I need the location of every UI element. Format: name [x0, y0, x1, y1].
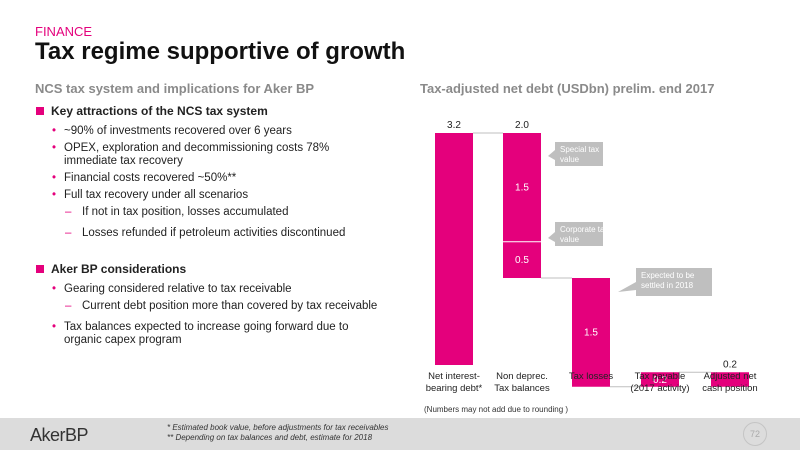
akerbp-logo: AkerBP	[30, 425, 89, 445]
left-subtitle: NCS tax system and implications for Aker…	[35, 81, 315, 96]
annotation-corporate-tax-text: value	[560, 235, 580, 244]
annotation-corporate-tax-box	[555, 222, 603, 246]
footnotes: * Estimated book value, before adjustmen…	[167, 423, 388, 443]
category-label-1: Net interest-	[428, 371, 480, 382]
data-label-tax-payable: 0.2	[653, 375, 667, 386]
annotation-corporate-tax-pointer	[548, 232, 555, 242]
chart-title: Tax-adjusted net debt (USDbn) prelim. en…	[420, 81, 715, 96]
section-kicker: FINANCE	[35, 24, 93, 39]
category-label-3: Tax losses	[569, 371, 614, 382]
category-label-2: Tax balances	[494, 383, 550, 394]
bar-tax-losses	[572, 278, 610, 387]
data-label-adjusted-net-cash: 0.2	[723, 359, 737, 370]
bullet-item: OPEX, exploration and decommissioning co…	[35, 142, 380, 168]
data-label-tax-losses: 1.5	[584, 327, 598, 338]
footnote-2: ** Depending on tax balances and debt, e…	[167, 433, 373, 442]
bar-net-debt	[435, 133, 473, 365]
page-number: 72	[743, 422, 767, 446]
bullet-item: Tax balances expected to increase going …	[35, 321, 380, 347]
sub-bullet-item: Losses refunded if petroleum activities …	[35, 227, 380, 240]
data-label-non-deprec: 2.0	[515, 120, 529, 131]
bar-tax-payable	[641, 372, 679, 387]
bullet-item: Full tax recovery under all scenarios	[35, 189, 380, 202]
category-label-5: Adjusted net	[704, 371, 757, 382]
section-heading-akerbp: Aker BP considerations	[35, 262, 380, 277]
annotation-special-tax-text: value	[560, 155, 580, 164]
bar-special-tax-value	[503, 133, 541, 242]
footnote-1: * Estimated book value, before adjustmen…	[167, 423, 389, 432]
category-label-1: bearing debt*	[426, 383, 483, 394]
annotation-special-tax-pointer	[548, 150, 555, 160]
bullet-item: Gearing considered relative to tax recei…	[35, 283, 380, 296]
annotation-special-tax-box	[555, 142, 603, 166]
category-label-4: Tax payable	[635, 371, 686, 382]
category-label-2: Non deprec.	[496, 371, 548, 382]
annotation-corporate-tax-text: Corporate tax	[560, 225, 608, 234]
section-heading-ncs: Key attractions of the NCS tax system	[35, 104, 380, 119]
annotation-special-tax-text: Special tax	[560, 145, 599, 154]
sub-bullet-item: If not in tax position, losses accumulat…	[35, 206, 380, 219]
annotation-settled-2018-text: settled in 2018	[641, 281, 694, 290]
annotation-settled-2018-box	[636, 268, 712, 296]
bar-corporate-tax-value	[503, 241, 541, 278]
rounding-note: (Numbers may not add due to rounding )	[424, 405, 569, 414]
category-label-4: (2017 activity)	[630, 383, 689, 394]
data-label-special-tax: 1.5	[515, 182, 529, 193]
slide-title: Tax regime supportive of growth	[35, 38, 406, 65]
bar-adjusted-net-cash	[711, 372, 749, 387]
annotation-settled-2018-pointer	[618, 282, 636, 292]
category-label-5: cash position	[702, 383, 757, 394]
data-label-net-debt: 3.2	[447, 120, 461, 131]
footer-bar: AkerBP * Estimated book value, before ad…	[0, 418, 800, 450]
bullet-item: ~90% of investments recovered over 6 yea…	[35, 125, 380, 138]
bullet-item: Financial costs recovered ~50%**	[35, 172, 380, 185]
data-label-corporate-tax: 0.5	[515, 255, 529, 266]
annotation-settled-2018-text: Expected to be	[641, 271, 695, 280]
sub-bullet-item: Current debt position more than covered …	[35, 300, 380, 313]
bullet-list: Key attractions of the NCS tax system ~9…	[35, 104, 380, 351]
